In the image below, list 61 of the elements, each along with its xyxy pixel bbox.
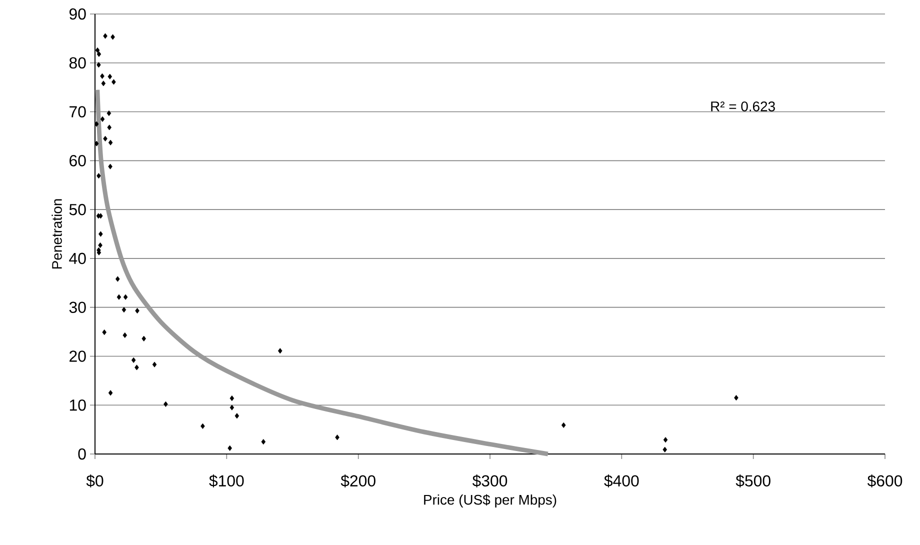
point: [94, 140, 99, 146]
y-tick-label: 20: [70, 350, 86, 362]
y-tick-label: 90: [70, 8, 86, 20]
point: [122, 306, 126, 313]
point: [134, 364, 139, 370]
x-tick-label: $0: [86, 474, 104, 488]
x-tick-label: $500: [736, 474, 770, 488]
line-series: [95, 88, 550, 456]
point: [123, 294, 128, 300]
point: [200, 423, 205, 429]
y-tick-label: 70: [70, 106, 86, 118]
point: [122, 332, 128, 338]
point: [561, 422, 566, 428]
x-tick-label: $300: [472, 474, 508, 488]
point: [96, 51, 102, 57]
y-tick-label: 80: [69, 57, 86, 69]
point: [278, 348, 282, 354]
point: [152, 362, 157, 368]
point: [228, 445, 232, 451]
x-tick-label: $100: [209, 474, 244, 488]
point: [96, 173, 101, 179]
x-tick-label: $200: [340, 474, 376, 488]
point: [101, 80, 106, 86]
y-tick-label: 50: [69, 204, 86, 216]
point: [108, 164, 112, 170]
point: [108, 74, 112, 80]
y-tick-label: 30: [69, 302, 86, 313]
y-tick-label: 40: [69, 252, 86, 264]
point: [100, 116, 105, 122]
y-axis-title: Penetration: [52, 199, 62, 269]
point: [234, 413, 240, 419]
x-tick-label: $600: [867, 474, 902, 488]
point: [110, 34, 115, 40]
point: [108, 390, 113, 396]
point: [230, 404, 234, 410]
point: [116, 294, 122, 300]
point: [131, 357, 136, 363]
point: [98, 231, 103, 237]
point: [335, 434, 340, 440]
x-axis-title: Price (US$ per Mbps): [424, 494, 556, 508]
y-tick-label: 60: [70, 155, 86, 166]
point: [663, 437, 668, 443]
point: [662, 446, 667, 452]
point: [107, 124, 112, 130]
point: [164, 401, 168, 407]
point: [95, 47, 100, 53]
point: [103, 136, 108, 142]
point: [103, 33, 108, 39]
point: [96, 62, 101, 68]
point: [106, 110, 112, 116]
annotation: R² = 0.623: [711, 101, 775, 112]
y-tick-label: 10: [70, 399, 86, 411]
point: [142, 336, 146, 342]
point: [116, 276, 120, 282]
point: [230, 395, 234, 402]
point: [108, 140, 113, 146]
x-tick-label: $400: [604, 474, 639, 488]
point: [261, 438, 266, 445]
point: [100, 73, 104, 79]
point: [112, 79, 116, 85]
y-tick-label: 0: [78, 448, 86, 460]
